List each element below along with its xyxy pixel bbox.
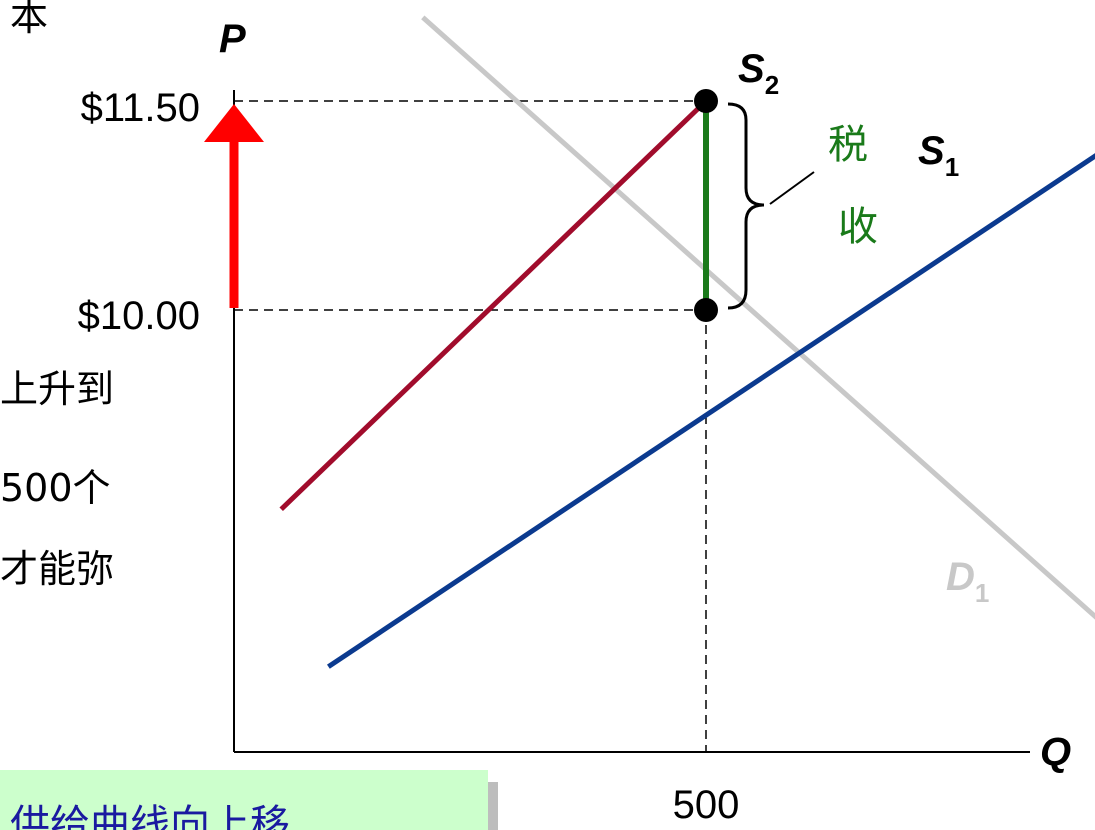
y-tick-label-low: $10.00 bbox=[78, 294, 200, 338]
y-axis-label: P bbox=[219, 17, 246, 61]
left-text-top-fragment: 本 bbox=[10, 0, 48, 39]
series-label-s1: S1 bbox=[918, 129, 959, 182]
supply-curve-s1 bbox=[327, 153, 1095, 669]
series-label-d1: D1 bbox=[946, 555, 989, 608]
tax-label-char-2: 收 bbox=[838, 204, 878, 250]
y-tick-label-high: $11.50 bbox=[81, 86, 200, 130]
price-increase-arrow-head bbox=[204, 104, 264, 142]
tax-brace-pointer bbox=[769, 171, 815, 205]
equilibrium-point-s1 bbox=[694, 298, 718, 322]
equilibrium-point-s2 bbox=[694, 89, 718, 113]
supply-curve-s2 bbox=[279, 99, 708, 512]
left-text-line-1: 上升到 bbox=[0, 367, 114, 411]
left-text-line-2: 500个 bbox=[0, 466, 111, 510]
caption-box bbox=[0, 770, 488, 830]
left-text-line-3: 才能弥 bbox=[0, 547, 114, 591]
caption-text: 供给曲线向上移 bbox=[10, 802, 290, 830]
x-tick-label-500: 500 bbox=[673, 783, 740, 827]
series-label-s2: S2 bbox=[738, 47, 779, 100]
tax-label-char-1: 税 bbox=[828, 122, 868, 168]
tax-brace bbox=[727, 102, 765, 310]
demand-curve-d1 bbox=[421, 15, 1095, 620]
x-axis-label: Q bbox=[1040, 730, 1071, 774]
